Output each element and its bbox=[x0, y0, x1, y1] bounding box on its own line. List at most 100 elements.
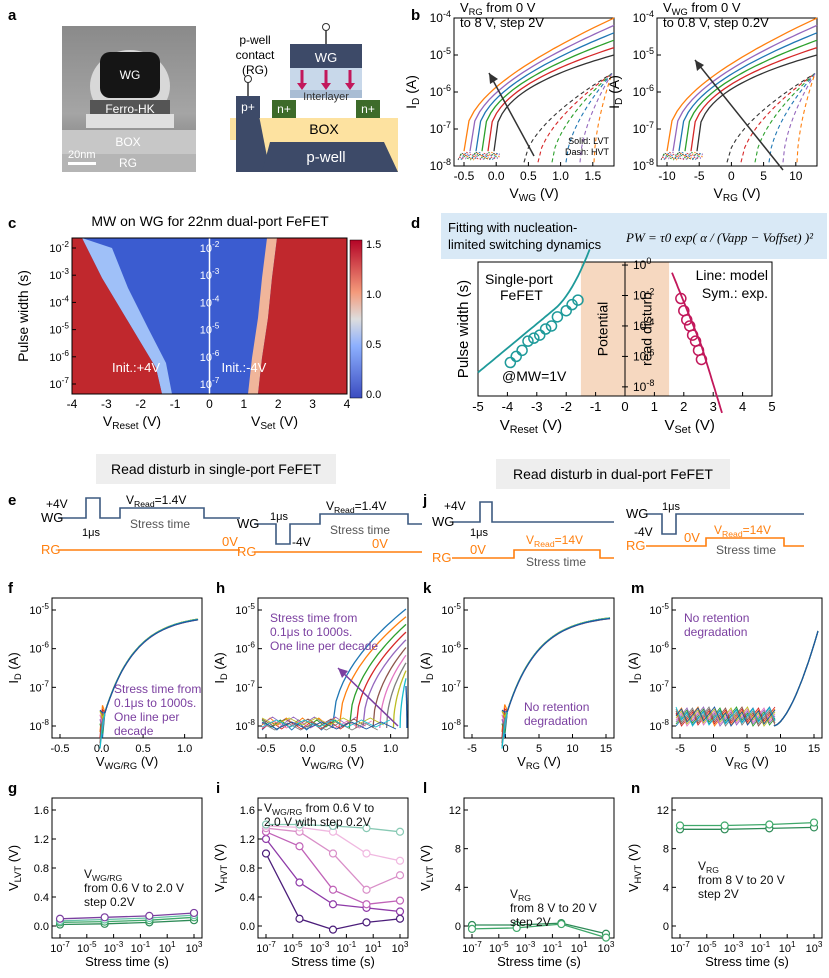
chart-k-note: degradation bbox=[524, 714, 587, 728]
e2-zero-label: 0V bbox=[372, 536, 388, 551]
chart-l-frame bbox=[463, 797, 615, 939]
chart-l-ytick-label: 0 bbox=[455, 921, 461, 933]
chart-l-marker bbox=[467, 924, 477, 934]
chart-m-curve bbox=[773, 630, 819, 727]
chart-g-marker bbox=[145, 911, 154, 920]
chart-k-ytick-label: 10-7 bbox=[441, 679, 461, 694]
b-right-lvt-curve bbox=[684, 39, 818, 152]
chart-g-note: step 0.2V bbox=[84, 895, 135, 909]
b-left-ytick-label: 10-4 bbox=[430, 9, 451, 25]
b-left-lvt-curve bbox=[469, 24, 615, 152]
chart-f-xtick-label: 1.0 bbox=[177, 743, 192, 755]
chart-i-marker bbox=[328, 900, 338, 909]
chart-m-xtick-label: 10 bbox=[774, 743, 786, 755]
b-right-lvt-curve bbox=[672, 24, 818, 152]
chart-f-ytick-label: 10-5 bbox=[29, 602, 49, 617]
chart-n-ytick-label: 4 bbox=[663, 882, 669, 894]
chart-i-marker bbox=[328, 925, 338, 934]
chart-f-ytick-label: 10-6 bbox=[29, 641, 49, 656]
chart-k-ytick-label: 10-5 bbox=[441, 602, 461, 617]
heatmap-xtick-set: 4 bbox=[344, 397, 351, 411]
b-left-hvt-curve bbox=[565, 73, 613, 163]
chart-n-xtick-label: 10-7 bbox=[670, 940, 690, 955]
b-left-lvt-curve bbox=[463, 17, 615, 152]
chart-h-ytick-label: 10-6 bbox=[235, 641, 255, 656]
e2-wg-waveform bbox=[254, 513, 422, 545]
panel-m-letter: m bbox=[631, 580, 644, 597]
chart-n-marker bbox=[809, 818, 819, 827]
tem-wg-label: WG bbox=[120, 68, 141, 82]
schematic-contact-1: p-well bbox=[239, 33, 270, 47]
banner-single-bg bbox=[96, 454, 336, 484]
chart-m-noise bbox=[675, 707, 776, 727]
b-left-xlabel: VWG (V) bbox=[509, 185, 558, 204]
b-left-ytick-label: 10-8 bbox=[430, 157, 451, 173]
b-right-lvt-curve bbox=[690, 46, 818, 152]
j2-rg-waveform bbox=[646, 537, 804, 547]
panel-a-letter: a bbox=[8, 7, 17, 24]
heatmap-reset-region bbox=[72, 238, 162, 394]
chart-f-curve bbox=[99, 619, 199, 714]
heatmap-ylabel: Pulse width (s) bbox=[15, 270, 31, 362]
chart-n-xtick-label: 101 bbox=[779, 940, 796, 955]
chart-f-note: Stress time from bbox=[114, 682, 201, 696]
b-right-arrow bbox=[694, 59, 784, 171]
data-point-reset bbox=[572, 294, 584, 306]
chart-l-marker bbox=[601, 933, 611, 942]
heatmap-xtick-reset: -1 bbox=[170, 397, 181, 411]
schematic-n-plus-left: n+ bbox=[277, 102, 291, 116]
chart-g-xtick-label: 103 bbox=[186, 940, 203, 955]
e-rg-label: RG bbox=[41, 542, 61, 557]
e-wg-waveform bbox=[58, 497, 240, 519]
b-left-hvt-curve bbox=[551, 73, 613, 163]
colorbar-label: 1.5 bbox=[366, 239, 381, 251]
label-mw: @MW=1V bbox=[502, 368, 567, 384]
chart-k-xtick-label: 5 bbox=[536, 743, 542, 755]
chart-i-marker bbox=[395, 827, 405, 836]
e2-rg-label: RG bbox=[237, 544, 257, 559]
chart-l-ytick-label: 4 bbox=[455, 882, 461, 894]
chart-n-xtick-label: 10-3 bbox=[724, 940, 744, 955]
chart-h-curve bbox=[348, 623, 407, 729]
schematic-wg: WG bbox=[315, 50, 337, 65]
chart-g: 10-7 10-5 10-3 10-1 101 103 0.0 0.4 0.8 1.2 1.6 Str… bbox=[6, 797, 203, 969]
chart-i-marker bbox=[261, 849, 271, 858]
chart-h-curve bbox=[372, 647, 407, 729]
chart-n-series bbox=[680, 821, 815, 827]
chart-m-noise bbox=[675, 706, 776, 727]
chart-g-marker bbox=[189, 908, 199, 918]
chart-i-marker bbox=[295, 820, 304, 829]
b-left-ytick-label: 10-6 bbox=[430, 83, 451, 99]
chart-m-noise bbox=[675, 706, 776, 727]
b-right-noise bbox=[661, 151, 701, 161]
b-right-lvt-curve bbox=[666, 17, 818, 152]
chart-l-xtick-label: 103 bbox=[598, 940, 615, 955]
chart-l-series bbox=[471, 923, 607, 939]
chart-d-xtick-label: 5 bbox=[768, 399, 775, 414]
j2-wg-waveform bbox=[646, 513, 804, 535]
chart-f-ytick-label: 10-7 bbox=[29, 679, 49, 694]
chart-i-ytick-label: 1.6 bbox=[240, 805, 255, 817]
chart-i-marker bbox=[261, 820, 271, 829]
chart-m-xlabel: VRG (V) bbox=[725, 754, 769, 771]
j2-v-minus: -4V bbox=[634, 525, 653, 539]
chart-k-xtick-label: 15 bbox=[600, 743, 612, 755]
data-point-reset bbox=[545, 320, 558, 332]
j-zero-label: 0V bbox=[470, 542, 486, 557]
device-schematic: p-well contact (RG) p+ WG Interlayer n+ … bbox=[230, 23, 398, 172]
chart-h-frame bbox=[257, 597, 409, 739]
chart-g-xtick-label: 101 bbox=[159, 940, 176, 955]
heatmap-xlabel-reset: VReset (V) bbox=[103, 413, 161, 432]
data-point-reset bbox=[522, 335, 534, 347]
chart-i-note: 2.0 V with step 0.2V bbox=[264, 815, 371, 829]
chart-l-xtick-label: 10-5 bbox=[489, 940, 509, 955]
data-point-set bbox=[675, 292, 687, 305]
chart-m-curve bbox=[773, 630, 819, 727]
b-left-lvt-curve bbox=[475, 32, 615, 152]
chart-m-noise bbox=[675, 706, 776, 727]
b-left-xtick-label: 0.5 bbox=[520, 169, 537, 183]
chart-d: -5 -4 -3 -2 -1 0 1 2 3 4 510-810-610-410-2100Singl… bbox=[455, 248, 776, 436]
chart-n: 10-7 10-5 10-3 10-1 101 103 0 4 8 12 Stress time (… bbox=[626, 797, 823, 969]
data-point-reset bbox=[551, 311, 564, 323]
